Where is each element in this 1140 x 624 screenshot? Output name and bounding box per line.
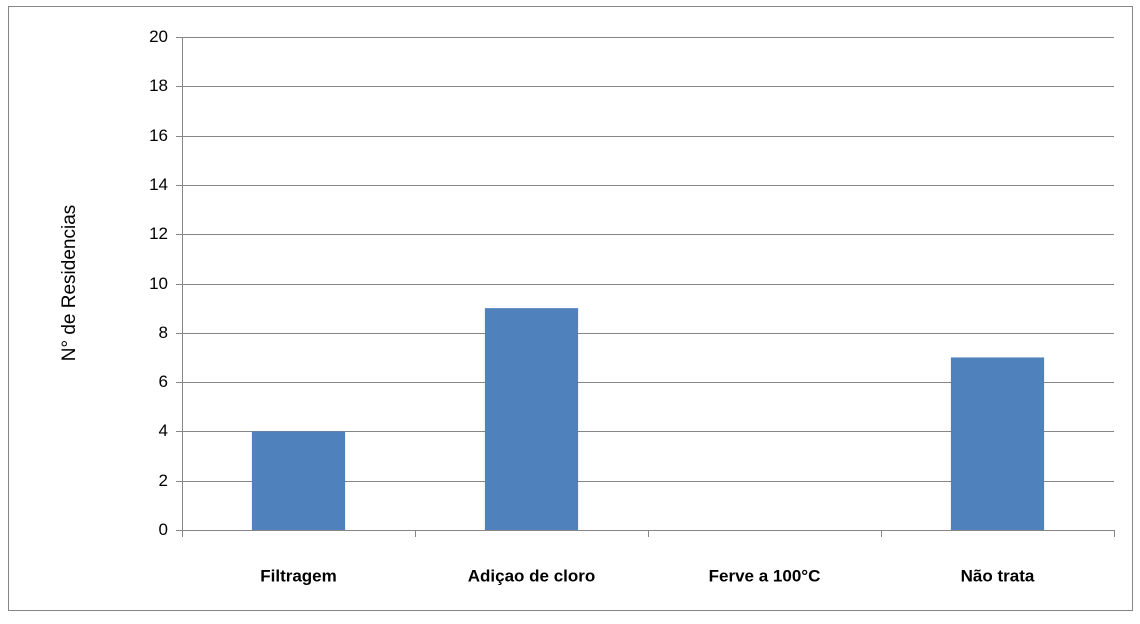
y-tick-label: 2 [159, 471, 168, 490]
x-tick-label: Não trata [961, 566, 1035, 585]
bar [484, 308, 579, 530]
y-tick-label: 14 [149, 175, 168, 194]
y-tick-label: 0 [159, 520, 168, 539]
x-tick-label: Adiçao de cloro [468, 566, 596, 585]
y-tick-label: 12 [149, 224, 168, 243]
y-tick-label: 10 [149, 274, 168, 293]
y-tick-label: 20 [149, 27, 168, 46]
y-tick-label: 16 [149, 126, 168, 145]
bar [251, 431, 346, 530]
x-tick-label: Filtragem [260, 566, 337, 585]
y-tick-label: 4 [159, 421, 168, 440]
bar [950, 357, 1045, 530]
y-axis-label: N° de Residencias [59, 205, 80, 362]
y-tick-label: 8 [159, 323, 168, 342]
x-tick-label: Ferve a 100°C [709, 566, 821, 585]
y-tick-label: 18 [149, 76, 168, 95]
y-tick-label: 6 [159, 372, 168, 391]
